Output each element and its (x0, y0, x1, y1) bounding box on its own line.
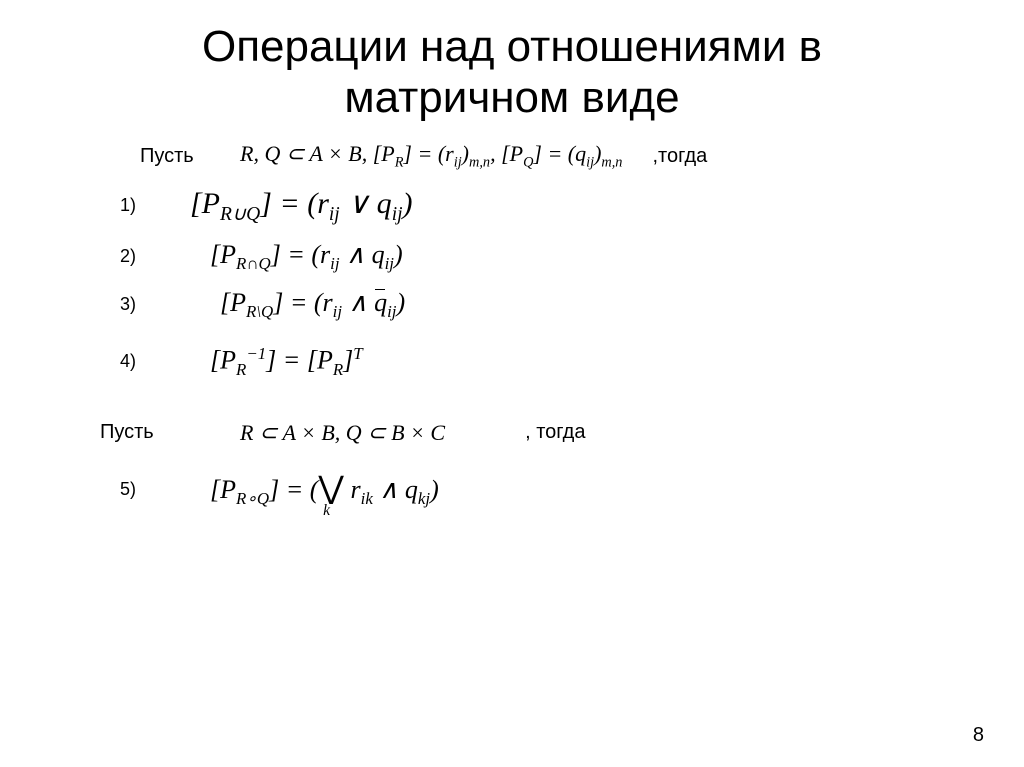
formula-item-1: 1) [PR∪Q] = (rij ∨ qij) (120, 186, 1024, 226)
item-number-5: 5) (120, 479, 160, 500)
slide: Операции над отношениями в матричном вид… (0, 0, 1024, 767)
title-line-1: Операции над отношениями в (202, 22, 822, 71)
slide-title: Операции над отношениями в матричном вид… (0, 0, 1024, 123)
premise-formula-1: R, Q ⊂ A × B, [PR] = (rij)m,n, [PQ] = (q… (240, 141, 622, 171)
premise-row-2: Пусть R ⊂ A × B, Q ⊂ B × C , тогда (100, 420, 1024, 446)
premise-row-1: Пусть R, Q ⊂ A × B, [PR] = (rij)m,n, [PQ… (140, 141, 1024, 171)
formula-item-4: 4) [PR−1] = [PR]T (120, 344, 1024, 380)
item-number-4: 4) (120, 351, 160, 372)
let-label-1: Пусть (140, 145, 200, 168)
then-label-1: ,тогда (652, 145, 707, 168)
page-number: 8 (973, 724, 984, 747)
slide-content: Пусть R, Q ⊂ A × B, [PR] = (rij)m,n, [PQ… (0, 141, 1024, 509)
overbar-q: qij (374, 288, 396, 322)
then-label-2: , тогда (525, 421, 585, 444)
title-line-2: матричном виде (344, 73, 679, 122)
formula-item-5: 5) [PR∘Q] = (⋁k rik ∧ qkj) (120, 470, 1024, 509)
premise-formula-2: R ⊂ A × B, Q ⊂ B × C (240, 420, 445, 446)
item-number-1: 1) (120, 195, 160, 216)
formula-2: [PR∩Q] = (rij ∧ qij) (210, 240, 403, 274)
let-label-2: Пусть (100, 421, 160, 444)
formula-4: [PR−1] = [PR]T (210, 344, 363, 380)
item-number-3: 3) (120, 294, 160, 315)
formula-1: [PR∪Q] = (rij ∨ qij) (190, 186, 413, 226)
formula-item-2: 2) [PR∩Q] = (rij ∧ qij) (120, 240, 1024, 274)
formula-3: [PR\Q] = (rij ∧ qij) (220, 288, 405, 322)
item-number-2: 2) (120, 246, 160, 267)
formula-item-3: 3) [PR\Q] = (rij ∧ qij) (120, 288, 1024, 322)
formula-5: [PR∘Q] = (⋁k rik ∧ qkj) (210, 470, 439, 509)
big-or-icon: ⋁k (318, 470, 344, 506)
